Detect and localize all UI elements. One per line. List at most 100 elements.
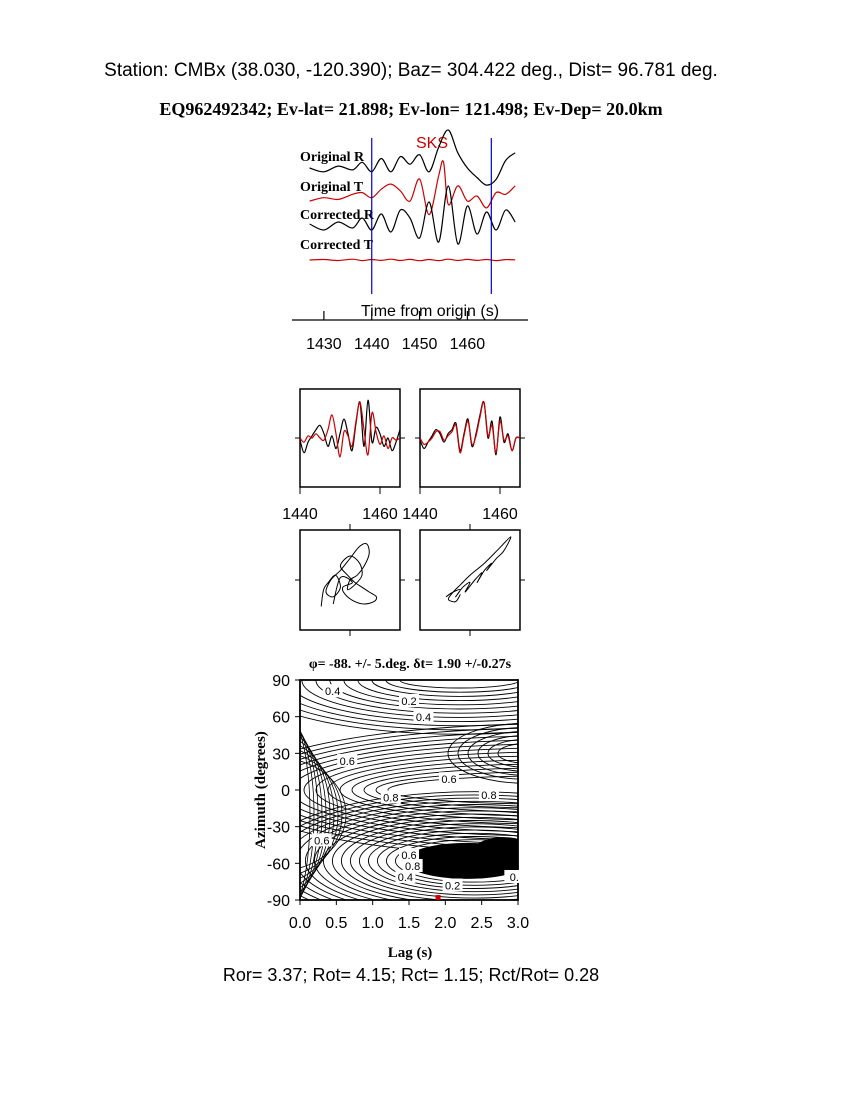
seismogram-traces-panel: SKS Original R Original T Corrected R Co…: [292, 129, 528, 353]
contour-line-left-edge: [300, 745, 335, 884]
station-info-line: Station: CMBx (38.030, -120.390); Baz= 3…: [104, 60, 718, 81]
contour-label-bg: [442, 878, 463, 892]
contour-label-bg: [311, 833, 332, 847]
contour-line-right-saddle: [457, 727, 518, 780]
contour-line-middle: [339, 759, 518, 821]
contour-label: 0.8: [481, 790, 496, 802]
contour-line-lower: [340, 820, 518, 900]
particle-motion-left-panel: [295, 524, 405, 636]
time-tick-label-1450: 1450: [402, 336, 438, 353]
contour-axis-ticks: 0.0 0.5 1.0 1.5 2.0 2.5 3.0 90 60 30 0 -30 -60 -90: [267, 673, 529, 932]
waveform-fit-right-ticks: 1440 1460: [402, 437, 525, 523]
contour-line-right-saddle: [497, 743, 518, 764]
contour-label: 0.6: [314, 835, 329, 847]
particle-motion-trajectory: [320, 543, 378, 607]
contour-line-upper: [385, 680, 518, 693]
contour-line-left-edge: [300, 730, 319, 899]
contour-label-bg: [399, 848, 419, 861]
contour-line-lower: [394, 839, 518, 883]
azimuth-tick-label: -60: [267, 856, 290, 873]
time-tick-label-1460: 1460: [450, 336, 486, 353]
contour-line-lower: [300, 794, 518, 900]
trace-original-t: [309, 160, 516, 216]
transverse-waveform: [299, 401, 401, 458]
contour-line-lower: [349, 823, 518, 899]
fit-tick-label-1460: 1460: [482, 506, 518, 523]
phase-label-sks: SKS: [416, 135, 448, 152]
waveform-fit-right-panel: 1440 1460: [402, 388, 525, 523]
contour-line-left-edge: [300, 729, 315, 900]
contour-label-bg: [402, 859, 423, 872]
contour-line-middle: [300, 743, 518, 837]
time-tick-label-1440: 1440: [354, 336, 390, 353]
contour-label-bg: [380, 790, 401, 804]
contour-line-right-saddle: [477, 735, 518, 772]
lag-axis-label: Lag (s): [388, 945, 433, 961]
contour-line-middle: [303, 747, 518, 833]
ratio-summary-line: Ror= 3.37; Rot= 4.15; Rct= 1.15; Rct/Rot…: [223, 965, 599, 985]
contour-title: φ= -88. +/- 5.deg. δt= 1.90 +/-0.27s: [309, 657, 512, 672]
azimuth-tick-label: 60: [272, 710, 290, 727]
contour-line-lower: [300, 800, 518, 900]
contour-line-middle: [387, 775, 518, 805]
time-axis-ticks: 1430 1440 1450 1460: [306, 311, 485, 353]
azimuth-axis-label: Azimuth (degrees): [253, 731, 269, 849]
contour-line-left-edge: [300, 755, 343, 874]
contour-line-middle: [300, 727, 518, 853]
contour-line-lower: [300, 797, 518, 900]
trace-corrected-t: [309, 258, 516, 262]
contour-line-left-edge: [300, 732, 323, 896]
contour-value-labels: 0.40.20.40.60.60.8 0.80.60.80.60.40.20.: [311, 684, 525, 901]
traces-layer: [309, 129, 516, 262]
fit-tick-label-1440: 1440: [282, 506, 318, 523]
contour-label-bg: [413, 709, 434, 723]
contour-line-middle: [375, 771, 518, 809]
waveform-fit-left-panel: 1440 1460: [282, 388, 405, 523]
trace-label-corrected-t: Corrected T: [300, 238, 374, 253]
contour-label-bg: [399, 694, 419, 707]
particle-motion-trajectory: [445, 536, 512, 603]
contour-lines: [300, 680, 518, 900]
particle-motion-left-plot: [295, 524, 405, 636]
waveform-fit-left-plot: [299, 399, 401, 458]
contour-label-bg: [322, 684, 343, 698]
contour-line-upper: [300, 694, 518, 723]
contour-line-lower: [300, 804, 518, 900]
contour-label: 0.4: [325, 686, 340, 698]
trace-corrected-r: [309, 185, 516, 245]
contour-label: 0.8: [383, 793, 398, 805]
azimuth-tick-label: 30: [272, 746, 290, 763]
trace-label-original-r: Original R: [300, 150, 365, 165]
best-fit-marker: [435, 895, 441, 901]
particle-motion-right-panel: [415, 524, 525, 636]
contour-line-left-edge: [300, 736, 327, 893]
contour-line-lower: [300, 791, 518, 822]
contour-line-middle: [351, 763, 518, 817]
contour-line-middle: [315, 751, 518, 829]
lag-tick-label: 1.0: [362, 915, 384, 932]
waveform-fit-left-ticks: 1440 1460: [282, 437, 405, 523]
contour-line-right-saddle: [467, 731, 518, 776]
contour-line-upper: [329, 680, 518, 710]
lag-tick-label: 0.0: [289, 915, 311, 932]
contour-line-upper: [301, 680, 518, 718]
contour-line-upper: [315, 680, 518, 714]
fit-tick-label-1460: 1460: [362, 506, 398, 523]
lag-tick-label: 3.0: [507, 915, 529, 932]
contour-line-lower: [358, 826, 518, 896]
contour-label-bg: [395, 870, 416, 883]
lag-tick-label: 1.5: [398, 915, 420, 932]
contour-line-upper: [371, 680, 518, 697]
azimuth-tick-label: -30: [267, 820, 290, 837]
contour-panel: φ= -88. +/- 5.deg. δt= 1.90 +/-0.27s 0.4…: [253, 657, 529, 961]
particle-motion-right-plot: [415, 524, 525, 636]
contour-line-left-edge: [300, 740, 331, 889]
contour-label-bg: [438, 772, 459, 786]
window-markers: [371, 138, 492, 294]
trace-original-r: [309, 129, 516, 186]
contour-line-upper: [399, 680, 518, 689]
time-axis-label: Time from origin (s): [361, 303, 499, 320]
contour-line-lower: [376, 832, 518, 889]
contour-label: 0.4: [416, 712, 431, 724]
